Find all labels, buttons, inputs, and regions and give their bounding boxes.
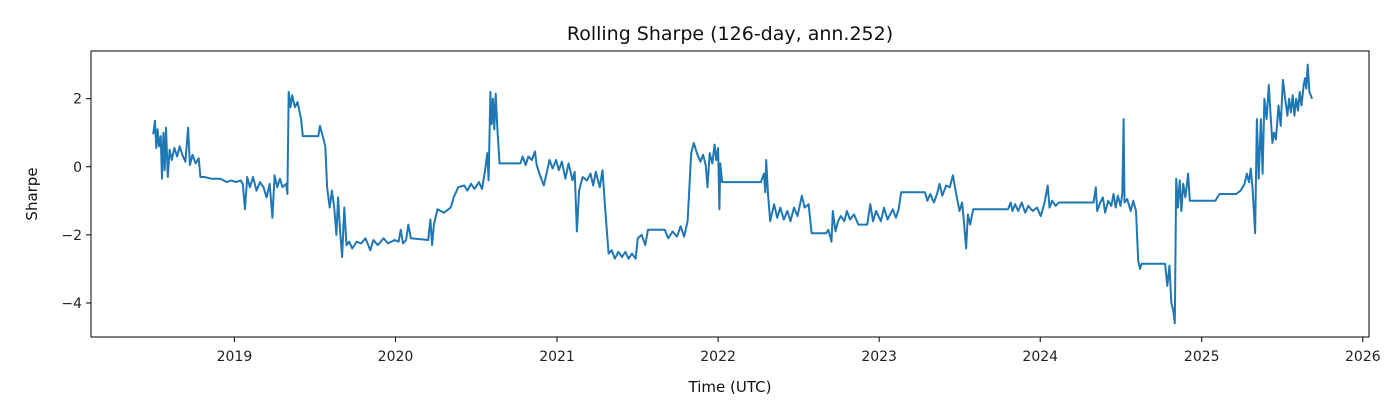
x-tick-label: 2019 [217,349,253,365]
y-tick-label: 2 [73,92,82,108]
y-axis-ticks: 2 0 −2 −4 [61,92,91,312]
chart-title: Rolling Sharpe (126-day, ann.252) [567,23,893,45]
y-axis-label: Sharpe [23,167,41,220]
x-tick-label: 2021 [539,349,575,365]
x-axis-ticks: 2019 2020 2021 2022 2023 2024 2025 2026 [217,337,1381,365]
y-tick-label: −2 [61,228,82,244]
x-axis-label: Time (UTC) [688,378,772,396]
series-layer [152,63,1314,325]
series-line [152,63,1314,325]
plot-frame [90,50,1370,338]
y-tick-label: −4 [61,296,82,312]
y-tick-label: 0 [73,160,82,176]
x-tick-label: 2024 [1022,349,1058,365]
x-tick-label: 2023 [861,349,897,365]
x-tick-label: 2025 [1184,349,1220,365]
x-tick-label: 2020 [378,349,414,365]
x-tick-label: 2022 [700,349,736,365]
x-tick-label: 2026 [1345,349,1381,365]
